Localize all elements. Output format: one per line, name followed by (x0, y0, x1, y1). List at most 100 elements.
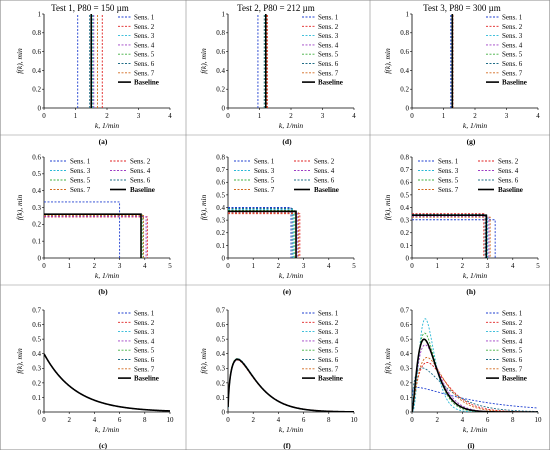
y-tick-label: 0.6 (216, 179, 225, 187)
y-tick-label: 0.4 (216, 350, 225, 358)
legend-label: Baseline (134, 375, 159, 383)
legend-label: Sens. 5 (134, 51, 155, 59)
series-group (412, 318, 538, 412)
legend-label: Sens. 7 (318, 69, 339, 77)
y-tick-label: 0.5 (216, 191, 225, 199)
series-7-line (228, 212, 300, 258)
y-tick-label: 0 (406, 254, 410, 262)
y-tick-label: 0 (406, 104, 410, 112)
y-tick-label: 0.1 (400, 242, 409, 250)
panel-a: 0 1 2 3 4 0 0.2 0.4 0.6 0.8 1 k, 1/min f(k), min (a) S… (15, 10, 172, 146)
legend-label: Sens. 4 (498, 167, 519, 175)
y-tick-label: 0.7 (400, 306, 409, 314)
legend-label: Sens. 6 (502, 60, 523, 68)
y-tick-label: 0.2 (32, 379, 41, 387)
legend-label: Sens. 5 (318, 347, 339, 355)
x-tick-label: 8 (511, 416, 515, 424)
x-tick-label: 10 (167, 416, 175, 424)
y-tick-label: 0.2 (216, 379, 225, 387)
y-tick-label: 0.8 (216, 153, 225, 161)
y-tick-label: 0.7 (32, 306, 41, 314)
y-tick-label: 1 (406, 10, 410, 18)
y-tick-label: 0 (222, 408, 226, 416)
y-tick-label: 0.6 (400, 48, 409, 56)
y-tick-label: 0.4 (32, 187, 41, 195)
series-4-line (228, 211, 298, 258)
panel-label: (b) (98, 287, 108, 296)
legend-label: Baseline (318, 375, 343, 383)
series-1-line (412, 387, 538, 409)
series-group (228, 207, 301, 258)
y-tick-label: 0.5 (400, 191, 409, 199)
panel-g: 0 1 2 3 4 0 0.2 0.4 0.6 0.8 1 k, 1/min f(k), min (g) S… (383, 10, 540, 146)
legend-label: Sens. 1 (134, 14, 155, 22)
legend-label: Sens. 1 (254, 158, 275, 166)
series-group (450, 14, 454, 108)
y-tick-label: 0.6 (216, 48, 225, 56)
legend-label: Sens. 4 (314, 167, 335, 175)
y-tick-label: 0.7 (216, 166, 225, 174)
panel-b: 0 1 2 3 4 5 0 0.1 0.2 0.3 0.4 0.5 0.6 k, 1/min f(k), m… (15, 153, 172, 296)
y-tick-label: 0.5 (400, 336, 409, 344)
legend-label: Baseline (134, 79, 159, 87)
y-tick-label: 0.6 (32, 48, 41, 56)
series-2-line (412, 213, 485, 258)
series-group (44, 353, 170, 412)
y-tick-label: 0.6 (32, 153, 41, 161)
x-tick-label: 4 (511, 262, 515, 270)
y-tick-label: 0.2 (400, 229, 409, 237)
legend-label: Sens. 4 (318, 41, 339, 49)
x-tick-label: 2 (105, 112, 109, 120)
x-tick-label: 10 (351, 416, 359, 424)
panel-label: (h) (466, 287, 476, 296)
legend-label: Sens. 7 (134, 69, 155, 77)
x-tick-label: 6 (302, 416, 306, 424)
series-8-line (412, 338, 538, 412)
x-tick-label: 1 (442, 112, 446, 120)
legend-label: Sens. 4 (502, 41, 523, 49)
x-tick-label: 6 (118, 416, 122, 424)
legend-label: Sens. 2 (502, 23, 523, 31)
column-title-3: Test 3, P80 = 300 µm (423, 3, 501, 13)
panel-d: 0 1 2 3 4 0 0.2 0.4 0.6 0.8 1 k, 1/min f(k), min (d) S… (199, 10, 356, 146)
x-axis-label: k, 1/min (279, 425, 303, 434)
legend-label: Sens. 2 (314, 158, 335, 166)
legend-label: Sens. 3 (134, 32, 155, 40)
panel-label: (i) (467, 441, 475, 450)
legend-label: Sens. 4 (134, 41, 155, 49)
x-tick-label: 4 (327, 262, 331, 270)
y-axis-label: f(k), min (199, 195, 208, 221)
y-axis-label: f(k), min (199, 348, 208, 374)
series-group (228, 358, 354, 412)
legend-label: Sens. 2 (498, 158, 519, 166)
legend-label: Sens. 1 (438, 158, 459, 166)
x-tick-label: 2 (251, 416, 255, 424)
x-tick-label: 0 (226, 112, 230, 120)
legend-label: Sens. 6 (134, 60, 155, 68)
y-tick-label: 0.3 (32, 204, 41, 212)
series-6-line (412, 213, 486, 258)
y-tick-label: 0.4 (400, 67, 409, 75)
series-8-line (228, 210, 297, 258)
y-tick-label: 0.2 (216, 86, 225, 94)
y-axis-label: f(k), min (15, 195, 24, 221)
legend-label: Sens. 1 (70, 158, 91, 166)
legend-label: Sens. 5 (438, 177, 459, 185)
y-tick-label: 0.6 (32, 321, 41, 329)
y-tick-label: 0.4 (32, 350, 41, 358)
x-tick-label: 4 (352, 112, 356, 120)
y-tick-label: 0.1 (32, 238, 41, 246)
legend-label: Sens. 7 (438, 186, 459, 194)
legend-label: Sens. 6 (498, 177, 519, 185)
x-tick-label: 8 (327, 416, 331, 424)
series-3-line (412, 215, 489, 258)
x-tick-label: 3 (118, 262, 122, 270)
legend-label: Sens. 1 (502, 310, 523, 318)
series-1-line (44, 201, 121, 258)
series-group (257, 14, 268, 108)
y-tick-label: 0.8 (400, 29, 409, 37)
